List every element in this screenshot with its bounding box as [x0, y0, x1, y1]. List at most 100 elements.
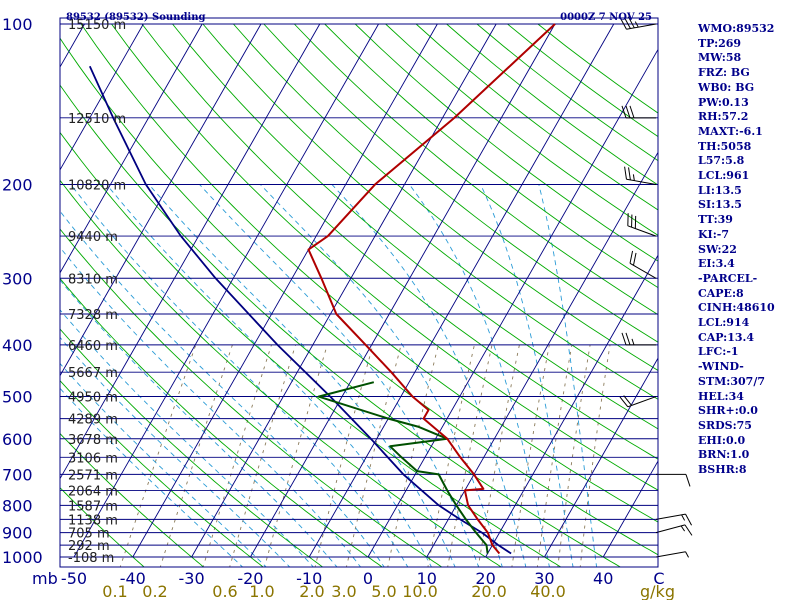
mixing-ratio-tick-label: 10.0: [402, 582, 438, 600]
height-label: 8310 m: [68, 272, 118, 287]
isotherm-line: [544, 357, 658, 558]
moist-adiabat-line: [106, 184, 432, 567]
isobars: [60, 23, 658, 558]
height-label: 1587 m: [68, 499, 118, 514]
index-line: TT:39: [698, 213, 733, 227]
parcel-trace: [88, 65, 512, 555]
wind-barb-staff: [627, 396, 657, 408]
height-label: 2064 m: [68, 484, 118, 499]
wind-barb: [619, 395, 657, 408]
moist-adiabat-line: [70, 184, 409, 567]
dry-adiabat-line: [60, 379, 264, 567]
dry-adiabat-line: [202, 23, 658, 400]
height-label: 6460 m: [68, 339, 118, 354]
mixing-ratio-line: [314, 344, 374, 567]
temperature-tick-label: 10: [417, 569, 437, 588]
height-label: 1138 m: [68, 513, 118, 528]
dry-adiabat-line: [60, 487, 145, 567]
temperature-tick-label: 20: [475, 569, 495, 588]
wind-barb-flag: [621, 332, 627, 346]
temperature-tick-label: 30: [534, 569, 554, 588]
isotherm-line: [60, 23, 321, 480]
dry-adiabat-line: [293, 23, 658, 316]
moist-adiabat-line: [199, 184, 480, 567]
height-label: 5667 m: [68, 366, 118, 381]
mixing-ratio-tick-label: 40.0: [530, 582, 566, 600]
isotherm-line: [60, 23, 203, 274]
wind-barb: [627, 213, 657, 237]
wind-barb: [629, 250, 657, 279]
indices-panel: WMO:89532 TP:269 MW:58 FRZ: BG WB0: BG PW:0.1…: [698, 22, 798, 478]
wind-barb-staff: [629, 262, 657, 279]
height-label: 705 m: [68, 527, 110, 542]
height-label: 292 m: [68, 539, 110, 554]
wind-barb-staff: [655, 513, 686, 520]
index-line: TH:5058: [698, 139, 752, 153]
index-line: MAXT:-6.1: [698, 124, 763, 138]
isotherm-line: [367, 48, 658, 558]
temperature-trace: [307, 23, 556, 555]
height-label: 3106 m: [68, 451, 118, 466]
height-label: 10820 m: [68, 178, 126, 193]
index-line: SW:22: [698, 242, 737, 256]
wind-barb-staff: [655, 524, 686, 534]
height-label: 7328 m: [68, 308, 118, 323]
wind-barb-half-flag: [685, 551, 689, 558]
mixing-ratio-line: [229, 344, 297, 567]
index-line: SI:13.5: [698, 198, 742, 212]
dry-adiabat-line: [60, 328, 324, 567]
index-line: MW:58: [698, 51, 742, 65]
index-line: WB0: BG: [698, 80, 755, 94]
temperature-tick-label: -20: [237, 569, 263, 588]
pressure-tick-label: 100: [2, 15, 33, 34]
moist-adiabat-line: [60, 362, 267, 567]
index-line: PW:0.13: [698, 95, 749, 109]
mixing-ratio-line: [427, 344, 475, 567]
mixing-ratio-line: [477, 344, 520, 567]
wind-barb-half-flag: [681, 514, 686, 521]
index-line: LCL:961: [698, 169, 750, 183]
wind-barb: [621, 332, 656, 346]
dry-adiabat-line: [324, 23, 658, 289]
index-line: WMO:89532: [698, 22, 775, 35]
wind-barbs: [619, 16, 693, 558]
index-line: SRDS:75: [698, 418, 752, 432]
wind-barb-flag: [632, 252, 637, 266]
isotherm-line: [60, 23, 262, 377]
index-line: BRN:1.0: [698, 448, 750, 462]
pressure-tick-label: 500: [2, 388, 33, 407]
wind-barb-flag: [684, 524, 693, 536]
isotherm-line: [308, 23, 615, 558]
wind-barb-flag: [629, 250, 634, 264]
index-line: -WIND-: [698, 360, 744, 374]
mixing-ratio-tick-label: 0.2: [142, 582, 167, 600]
mixing-ratio-tick-label: 0.6: [212, 582, 237, 600]
wind-barb-flag: [624, 166, 627, 180]
wind-barb-flag: [628, 167, 631, 181]
moist-adiabat-line: [259, 184, 503, 567]
mixing-ratio-tick-label: 1.0: [249, 582, 274, 600]
height-label: 15150 m: [68, 18, 126, 33]
dry-adiabat-line: [141, 23, 658, 460]
dry-adiabat-line: [60, 179, 503, 567]
index-line: EI:3.4: [698, 257, 735, 271]
index-line: FRZ: BG: [698, 66, 750, 80]
moist-adiabat-line: [480, 184, 574, 567]
wind-barb-half-flag: [631, 338, 635, 346]
isotherm-line: [602, 460, 658, 558]
dry-adiabat-line: [60, 131, 562, 567]
wind-barb: [655, 551, 689, 558]
index-line: CAP:13.4: [698, 330, 755, 344]
mixing-ratio-line: [345, 344, 402, 567]
isotherm-line: [250, 23, 556, 558]
wind-barb-staff: [655, 551, 686, 558]
wind-barb-flag: [623, 395, 632, 406]
index-line: BSHR:8: [698, 463, 747, 477]
pressure-tick-label: 400: [2, 336, 33, 355]
index-line: KI:-7: [698, 227, 729, 241]
moist-adiabats: [60, 184, 598, 567]
wind-barb-half-flag: [632, 174, 635, 181]
dry-adiabat-line: [60, 432, 205, 567]
moist-adiabat-line: [60, 336, 291, 567]
index-line: LI:13.5: [698, 183, 742, 197]
